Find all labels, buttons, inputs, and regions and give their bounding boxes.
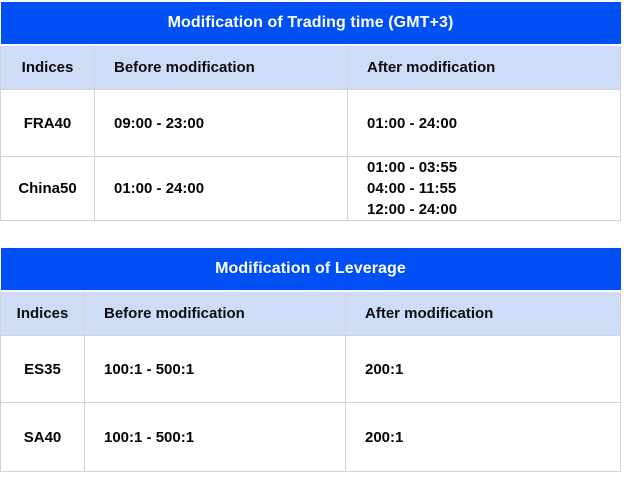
column-header-before-modification: Before modification (94, 44, 348, 90)
before-modification-cell: 09:00 - 23:00 (94, 89, 348, 157)
leverage-column-headers: Indices Before modification After modifi… (0, 290, 621, 336)
after-modification-cell: 01:00 - 03:55 04:00 - 11:55 12:00 - 24:0… (347, 156, 621, 221)
trading-time-column-headers: Indices Before modification After modifi… (0, 44, 621, 90)
table-row-sa40: SA40 100:1 - 500:1 200:1 (0, 402, 621, 472)
index-name-cell: ES35 (0, 335, 85, 403)
after-modification-cell: 200:1 (345, 402, 621, 472)
index-name-cell: FRA40 (0, 89, 95, 157)
after-modification-cell: 200:1 (345, 335, 621, 403)
trading-time-title-bar: Modification of Trading time (GMT+3) (0, 2, 621, 46)
column-header-after-modification: After modification (347, 44, 621, 90)
leverage-title-bar: Modification of Leverage (0, 248, 621, 292)
before-modification-cell: 100:1 - 500:1 (84, 402, 346, 472)
before-modification-cell: 100:1 - 500:1 (84, 335, 346, 403)
index-name-cell: China50 (0, 156, 95, 221)
column-header-before-modification: Before modification (84, 290, 346, 336)
column-header-indices: Indices (0, 290, 85, 336)
trading-time-title: Modification of Trading time (GMT+3) (0, 2, 621, 46)
table-row-fra40: FRA40 09:00 - 23:00 01:00 - 24:00 (0, 89, 621, 157)
column-header-indices: Indices (0, 44, 95, 90)
leverage-title: Modification of Leverage (0, 248, 621, 292)
before-modification-cell: 01:00 - 24:00 (94, 156, 348, 221)
trading-time-table: Modification of Trading time (GMT+3) Ind… (0, 2, 621, 221)
column-header-after-modification: After modification (345, 290, 621, 336)
leverage-table: Modification of Leverage Indices Before … (0, 248, 621, 472)
index-name-cell: SA40 (0, 402, 85, 472)
table-row-es35: ES35 100:1 - 500:1 200:1 (0, 335, 621, 403)
after-modification-cell: 01:00 - 24:00 (347, 89, 621, 157)
table-row-china50: China50 01:00 - 24:00 01:00 - 03:55 04:0… (0, 156, 621, 221)
